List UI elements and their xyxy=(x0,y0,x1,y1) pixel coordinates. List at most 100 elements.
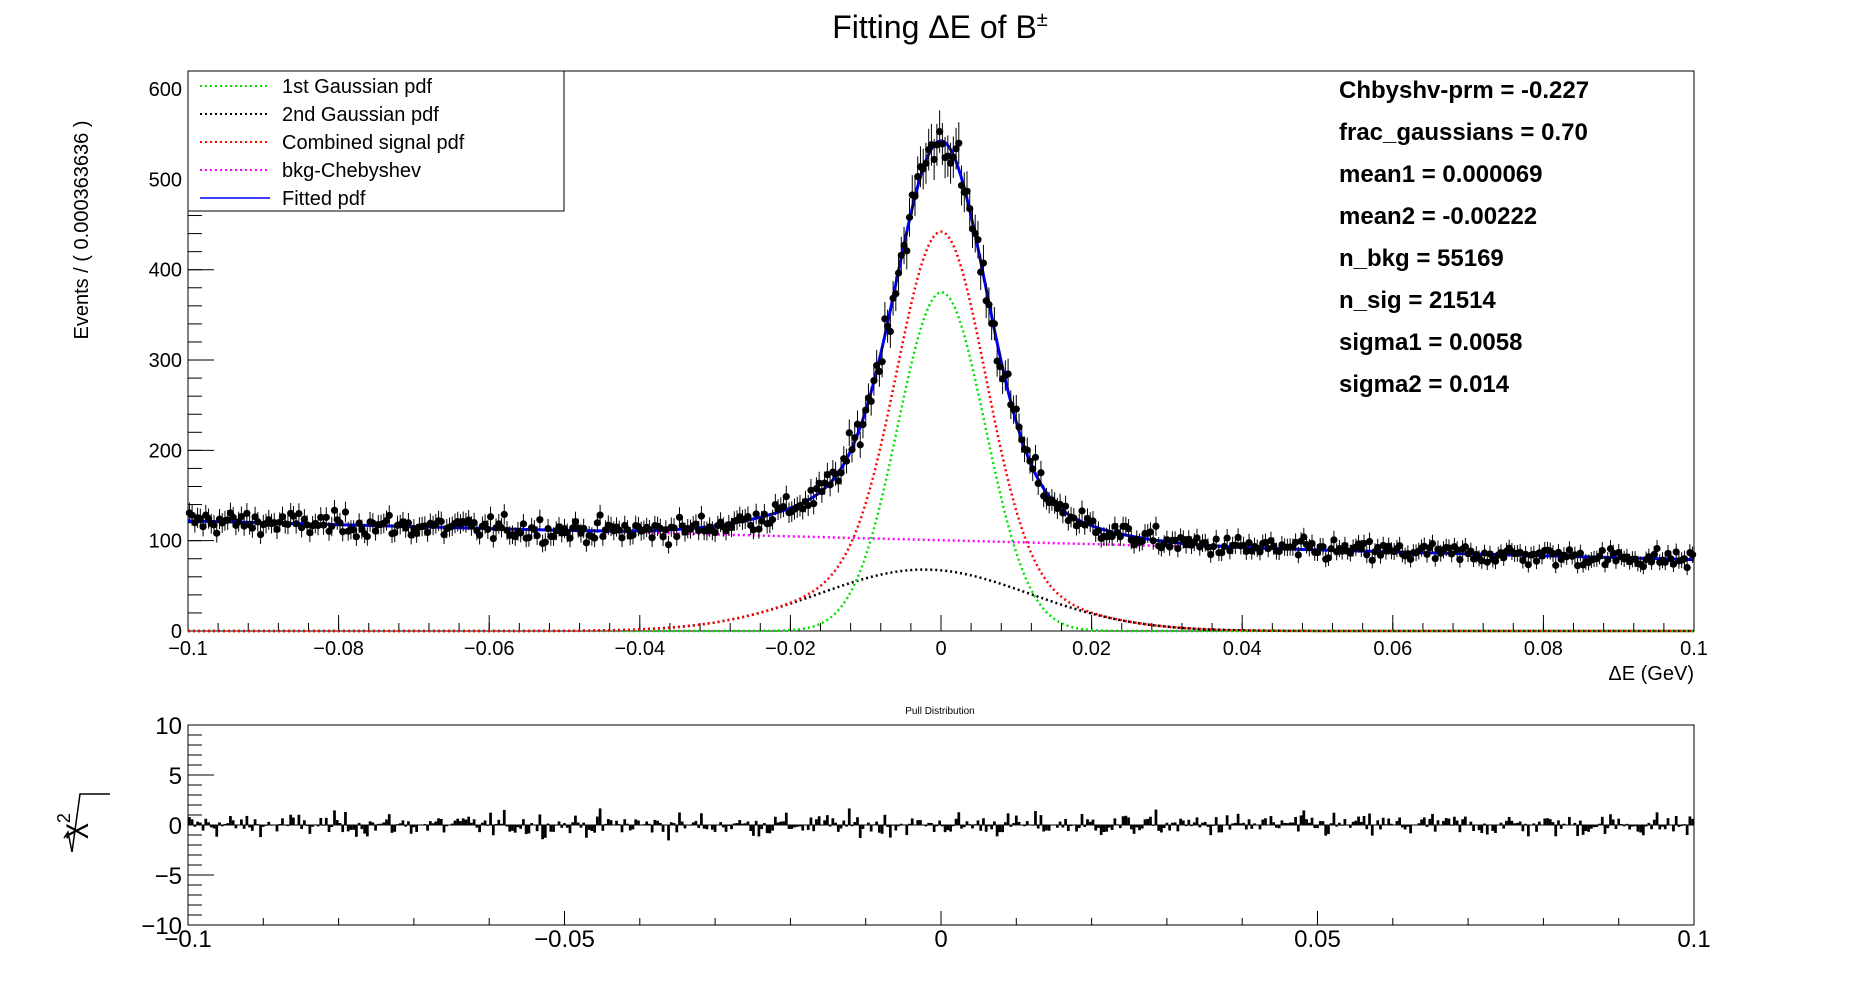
pull-bar xyxy=(1612,819,1615,825)
pull-bar xyxy=(1042,825,1045,832)
y-tick-label: 600 xyxy=(149,79,182,101)
pull-bar xyxy=(758,825,761,836)
pull-bar xyxy=(536,825,539,831)
pull-bar xyxy=(618,824,621,825)
pull-bar xyxy=(1237,814,1240,825)
pull-bar xyxy=(1026,821,1029,825)
data-point xyxy=(618,534,625,541)
pull-bar xyxy=(549,825,552,832)
data-point xyxy=(1213,535,1220,542)
fit-parameter-text: mean2 = -0.00222 xyxy=(1339,203,1537,230)
pull-title: Pull Distribution xyxy=(905,706,974,717)
pull-bar xyxy=(1404,825,1407,829)
pull-bar xyxy=(391,825,394,833)
pull-bar xyxy=(1502,825,1505,829)
pull-bar xyxy=(382,822,385,825)
pull-bar xyxy=(404,825,407,827)
pull-bar xyxy=(361,825,364,829)
pull-bar xyxy=(1552,822,1555,825)
pull-bar xyxy=(922,825,925,826)
pull-bar xyxy=(873,824,876,825)
pull-bar xyxy=(1354,821,1357,825)
pull-bar xyxy=(1313,825,1316,828)
pull-bar xyxy=(1212,825,1215,826)
pull-bar xyxy=(585,825,588,838)
pull-bar xyxy=(1103,825,1106,832)
pull-bar xyxy=(577,822,580,825)
pull-bar xyxy=(1078,825,1081,828)
pull-bar xyxy=(708,825,711,826)
pull-bar xyxy=(999,825,1002,832)
pull-bar xyxy=(864,825,867,826)
pull-bar xyxy=(782,821,785,825)
pull-bar xyxy=(1059,822,1062,825)
pull-bar xyxy=(900,824,903,825)
pull-bar xyxy=(601,825,604,831)
pull-bar xyxy=(1300,815,1303,825)
pull-bar xyxy=(596,817,599,825)
pull-bar xyxy=(985,825,988,832)
pull-bar xyxy=(829,825,832,827)
x-tick-label: 0.06 xyxy=(1373,638,1412,660)
pull-bar xyxy=(1393,825,1396,826)
pull-bar xyxy=(221,825,224,826)
pull-bar xyxy=(1226,815,1229,825)
pull-bar xyxy=(1349,825,1352,828)
x-axis-label: ΔE (GeV) xyxy=(1608,663,1694,685)
pull-bar xyxy=(1075,825,1078,832)
pull-bar xyxy=(1305,819,1308,825)
pull-bar xyxy=(1543,819,1546,825)
data-point xyxy=(1552,562,1559,569)
pull-bar xyxy=(670,822,673,825)
pull-bar xyxy=(1636,825,1639,832)
pull-bar xyxy=(1333,813,1336,825)
pull-bar xyxy=(1631,825,1634,827)
pull-bar xyxy=(443,825,446,832)
pull-bar xyxy=(1338,823,1341,825)
pull-bar xyxy=(1322,821,1325,825)
pull-bar xyxy=(977,820,980,825)
pull-bar xyxy=(974,824,977,825)
pull-bar xyxy=(1412,825,1415,826)
pull-bar xyxy=(607,819,610,825)
pull-bar xyxy=(818,816,821,825)
pull-bar xyxy=(276,825,279,831)
pull-bar xyxy=(1198,825,1201,827)
pull-bar xyxy=(267,822,270,825)
pull-bar xyxy=(1341,825,1344,826)
pull-bar xyxy=(300,825,303,829)
data-point xyxy=(846,429,853,436)
pull-bar xyxy=(396,824,399,825)
pull-bar xyxy=(1365,825,1368,829)
pull-bar xyxy=(826,815,829,825)
data-point xyxy=(1013,405,1020,412)
pull-bar xyxy=(254,819,257,825)
y-tick-label: 0 xyxy=(171,621,182,643)
pull-bar xyxy=(938,821,941,825)
pull-bar xyxy=(388,814,391,825)
data-point xyxy=(665,541,672,548)
pull-bar xyxy=(1229,825,1232,830)
pull-bar xyxy=(459,821,462,825)
pull-bar xyxy=(429,821,432,825)
pull-bar xyxy=(744,823,747,825)
pull-bar xyxy=(514,825,517,833)
pull-bar xyxy=(1604,825,1607,834)
pull-bar xyxy=(1108,825,1111,828)
pull-bar xyxy=(990,825,993,829)
pull-bar xyxy=(1656,812,1659,825)
data-point xyxy=(1366,538,1373,545)
pull-bar xyxy=(752,825,755,836)
pull-bar xyxy=(1483,824,1486,825)
data-point xyxy=(1577,550,1584,557)
pull-bar xyxy=(960,825,963,829)
data-point xyxy=(1319,543,1326,550)
pull-bar xyxy=(1133,825,1136,834)
pull-bar xyxy=(1385,824,1388,825)
pull-bar xyxy=(905,825,908,835)
pull-bar xyxy=(1256,825,1259,826)
pull-bar xyxy=(1207,825,1210,827)
pull-bar xyxy=(612,825,615,826)
pull-bar xyxy=(1590,825,1593,829)
